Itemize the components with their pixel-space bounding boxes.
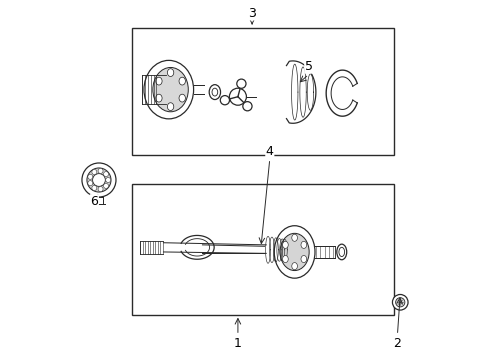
Ellipse shape <box>292 262 297 270</box>
Bar <box>132 28 394 155</box>
Text: 4: 4 <box>266 145 274 158</box>
Ellipse shape <box>209 85 220 100</box>
Text: 2: 2 <box>393 337 401 350</box>
Ellipse shape <box>301 256 307 262</box>
Circle shape <box>103 184 108 188</box>
Circle shape <box>98 186 103 192</box>
Circle shape <box>98 168 103 174</box>
Ellipse shape <box>153 67 188 112</box>
Ellipse shape <box>168 69 174 77</box>
Ellipse shape <box>274 226 315 278</box>
Text: 6: 6 <box>91 195 98 208</box>
Ellipse shape <box>179 77 185 85</box>
Circle shape <box>92 185 97 190</box>
Ellipse shape <box>168 103 174 111</box>
Ellipse shape <box>292 234 297 241</box>
Ellipse shape <box>156 94 162 102</box>
Text: 3: 3 <box>248 7 256 20</box>
Text: 5: 5 <box>305 60 313 73</box>
Ellipse shape <box>339 247 344 257</box>
Ellipse shape <box>179 94 185 102</box>
Circle shape <box>88 181 93 186</box>
Circle shape <box>82 163 116 197</box>
Circle shape <box>87 168 111 192</box>
Ellipse shape <box>212 88 218 96</box>
Circle shape <box>229 88 246 105</box>
Circle shape <box>392 294 408 310</box>
Text: 1: 1 <box>234 337 242 350</box>
Bar <box>132 184 394 315</box>
Circle shape <box>220 96 229 105</box>
Ellipse shape <box>283 241 288 248</box>
Ellipse shape <box>283 256 288 262</box>
Ellipse shape <box>301 241 307 248</box>
Ellipse shape <box>280 233 309 271</box>
Circle shape <box>92 170 97 175</box>
Ellipse shape <box>337 244 347 260</box>
Circle shape <box>395 298 405 307</box>
Circle shape <box>243 102 252 111</box>
Circle shape <box>88 174 93 179</box>
Circle shape <box>93 174 105 186</box>
Circle shape <box>106 177 111 183</box>
Circle shape <box>237 79 246 88</box>
Ellipse shape <box>156 77 162 85</box>
Circle shape <box>103 172 108 176</box>
Ellipse shape <box>144 60 194 119</box>
